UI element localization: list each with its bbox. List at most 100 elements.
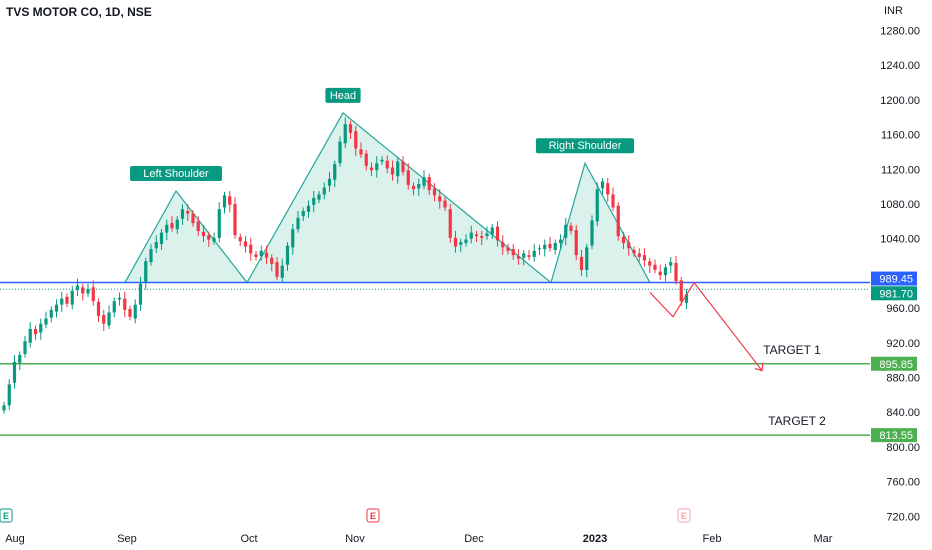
earnings-event-marker[interactable]: E [0,508,13,523]
candle [464,234,468,247]
candle [611,187,615,211]
candle [684,289,689,309]
y-tick-label: 840.00 [886,407,920,419]
candle [459,238,463,253]
candle [212,232,216,245]
candle [359,142,363,159]
projection-arrowhead [754,362,764,372]
candle [327,171,332,192]
candle [138,276,143,311]
pattern-label-bg [325,87,361,103]
candle [28,321,32,348]
candle [196,216,200,236]
candle [291,223,295,255]
y-tick-label: 1080.00 [880,199,920,211]
candle [406,163,410,190]
y-tick-label: 1240.00 [880,60,920,72]
projection-line [649,281,763,371]
candle [590,215,594,250]
x-tick-label: Oct [240,533,257,545]
pattern-label: Head [330,90,356,102]
candle [385,155,389,174]
candle [606,177,610,202]
candle [543,239,547,257]
candle [485,226,489,240]
candle [65,293,69,308]
candle [480,230,484,246]
candle [495,221,500,247]
x-axis: Aug Sep Oct Nov Dec 2023 Feb Mar [5,533,833,545]
candle [86,283,90,297]
candle [54,299,59,318]
price-level-badge [871,286,917,301]
candle [348,120,353,139]
candle [663,263,668,282]
y-tick-label: 1160.00 [881,130,920,142]
candle [117,292,122,306]
candle [270,254,274,272]
price-level-badge [871,356,917,371]
price-level-value: 813.55 [879,430,913,442]
candle [511,243,515,260]
candle [380,156,384,165]
earnings-event-marker[interactable]: E [677,508,691,523]
price-level-badge [871,428,917,443]
candle [354,125,358,156]
candle [474,230,479,243]
candle [254,250,258,261]
candle [144,257,148,290]
candle [579,249,584,277]
candle [443,197,447,211]
candle [532,243,536,262]
y-tick-label: 1280.00 [880,26,920,38]
y-tick-label: 1200.00 [880,95,920,107]
x-tick-label: 2023 [583,533,607,545]
candle [128,305,132,321]
candle [317,190,321,204]
x-tick-label: Nov [345,533,365,545]
candle [102,309,106,332]
candle [516,249,521,265]
candle [669,256,673,273]
candle [49,306,53,323]
candle [75,278,80,296]
pattern-outline [124,111,651,284]
pattern-label-bg [535,138,635,154]
candle [191,210,195,227]
y-tick-label: 760.00 [886,477,920,489]
svg-text:E: E [681,511,687,521]
candle [170,216,174,232]
candle [23,335,27,358]
candle [207,231,211,247]
pattern-area [125,112,650,283]
candle [522,249,526,266]
candle [553,239,557,255]
candle [70,285,74,310]
candle [390,160,395,181]
svg-text:E: E [3,511,9,521]
candle [322,182,326,200]
y-axis: 1280.00 1240.00 1200.00 1160.00 1120.00 1080.… [880,26,920,524]
y-tick-label: 880.00 [886,373,920,385]
candle [411,182,416,196]
candle [679,276,683,306]
projection-path [649,281,764,372]
candle [653,259,657,274]
target-label: TARGET 1 [763,343,821,357]
candle [616,202,620,241]
candle [149,243,153,266]
y-tick-label: 800.00 [886,442,920,454]
candle [469,225,473,244]
price-level-value: 989.45 [879,274,913,286]
earnings-event-marker[interactable]: E [366,508,380,523]
candle [621,231,626,250]
candle [285,242,290,271]
x-tick-label: Dec [464,533,484,545]
candle [280,258,284,283]
candle [369,162,374,177]
candle [595,182,599,227]
candle [2,401,6,414]
pattern-label-bg [130,165,222,181]
candle [133,299,137,324]
